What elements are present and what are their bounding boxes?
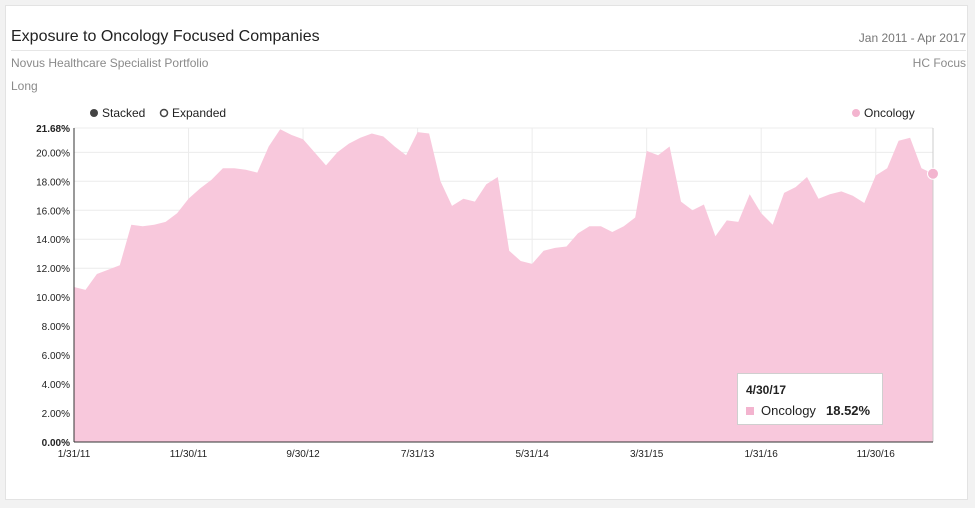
legend-oncology-label[interactable]: Oncology [864,106,915,120]
y-tick-label: 0.00% [42,438,70,449]
x-tick-label: 11/30/11 [170,449,208,460]
y-axis-ticks: 0.00% 2.00% 4.00% 6.00% 8.00% 10.00% 12.00% 14.… [36,124,70,449]
y-tick-label: 12.00% [36,264,70,275]
expanded-toggle[interactable]: Expanded [159,106,227,120]
x-tick-label: 7/31/13 [401,449,435,460]
date-range: Jan 2011 - Apr 2017 [858,31,966,45]
y-tick-label: 8.00% [42,322,70,333]
tooltip: 4/30/17 Oncology 18.52% [737,373,883,425]
x-axis-ticks: 1/31/11 11/30/11 9/30/12 7/31/13 5/31/14 3/31… [58,449,896,460]
x-tick-label: 5/31/14 [515,449,549,460]
stacked-toggle[interactable]: Stacked [90,106,145,120]
tooltip-swatch-icon [746,407,754,415]
x-tick-label: 9/30/12 [286,449,320,460]
x-tick-label: 1/31/16 [745,449,779,460]
chart-title: Exposure to Oncology Focused Companies [11,28,320,45]
tooltip-value: 18.52% [826,403,871,418]
y-tick-label: 16.00% [36,206,70,217]
y-tick-label: 10.00% [36,293,70,304]
x-tick-label: 1/31/11 [58,449,91,460]
focus-label: HC Focus [912,56,966,70]
expanded-label[interactable]: Expanded [172,106,226,120]
y-tick-label: 2.00% [42,409,70,420]
y-tick-label: 18.00% [36,177,70,188]
legend-oncology-swatch-icon[interactable] [852,109,860,117]
expanded-radio-icon[interactable] [159,108,169,118]
y-tick-label: 20.00% [36,148,70,159]
y-tick-label: 14.00% [36,235,70,246]
y-tick-label: 4.00% [42,380,70,391]
position-side: Long [11,79,38,93]
stacked-radio-icon[interactable] [90,109,98,117]
legend[interactable]: Oncology [852,106,915,120]
x-tick-label: 11/30/16 [857,449,896,460]
hover-point[interactable] [927,167,939,180]
oncology-area[interactable] [74,129,933,442]
tooltip-date: 4/30/17 [746,383,787,397]
tooltip-series-name: Oncology [761,403,816,418]
x-tick-label: 3/31/15 [630,449,664,460]
header-divider [11,50,966,51]
portfolio-name: Novus Healthcare Specialist Portfolio [11,56,209,70]
y-tick-label: 21.68% [36,124,70,135]
y-tick-label: 6.00% [42,351,70,362]
stacked-label[interactable]: Stacked [102,106,145,120]
